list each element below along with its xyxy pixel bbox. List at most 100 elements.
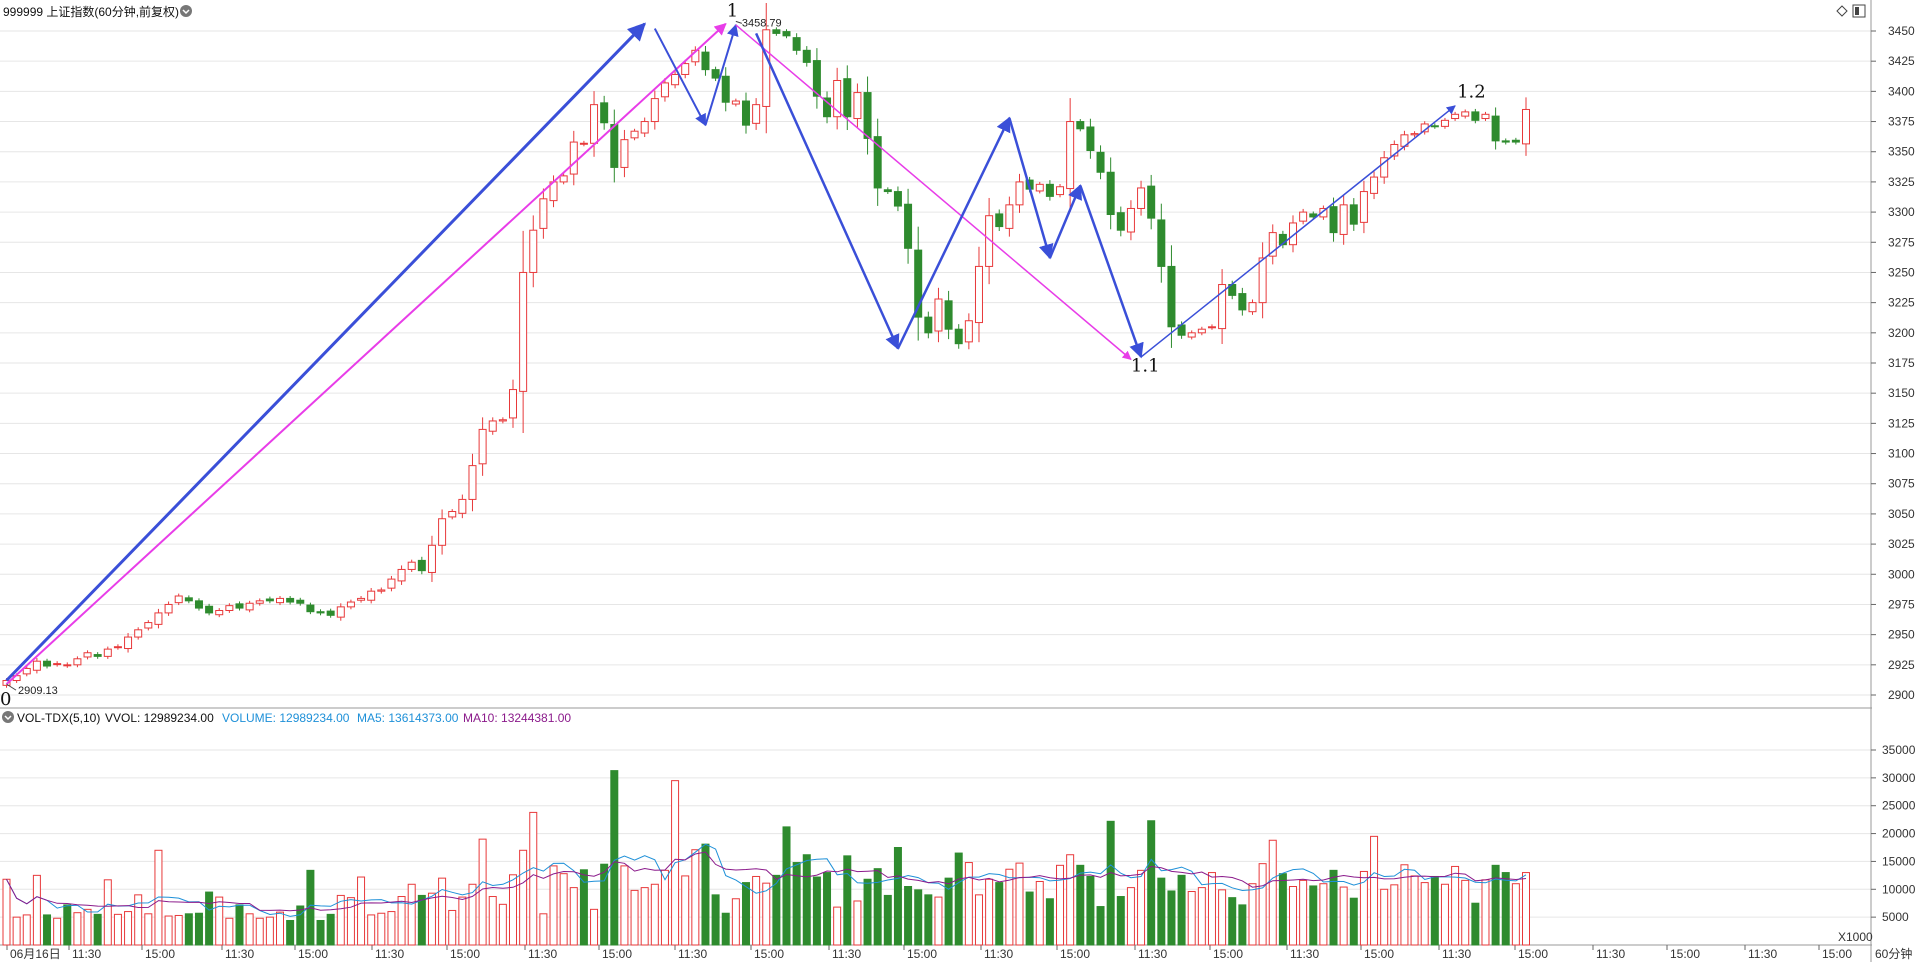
candle (721, 67, 730, 112)
candle-body (63, 664, 72, 667)
candle (286, 596, 295, 605)
wave-arrow (1140, 105, 1456, 358)
price-tick-label: 3225 (1888, 296, 1915, 310)
candle-body (184, 597, 193, 602)
volume-unit-label: X1000 (1838, 930, 1873, 944)
volume-bar (32, 874, 41, 946)
time-tick-label: 15:00 (754, 947, 784, 961)
candle-body (326, 610, 335, 616)
candle-body (1167, 265, 1176, 328)
candle-body (1299, 211, 1308, 222)
chevron-down-icon[interactable] (180, 5, 192, 17)
high-price-pointer (735, 20, 743, 24)
candle-body (43, 660, 52, 667)
volume-bar (1116, 896, 1125, 946)
candle-body (650, 98, 659, 123)
volume-bar (225, 917, 234, 946)
candle (1045, 180, 1054, 201)
volume-bar (1207, 872, 1216, 946)
candle (964, 313, 973, 350)
volume-bar (964, 862, 973, 946)
candle-body (1116, 212, 1125, 231)
volume-value: VOLUME: 12989234.00 (222, 711, 350, 725)
candle-body (1278, 233, 1287, 246)
price-tick-label: 3250 (1888, 265, 1915, 279)
high-price-label: 3458.79 (742, 17, 782, 29)
candle (417, 556, 426, 575)
candle (509, 379, 517, 428)
price-tick-label: 3000 (1888, 567, 1915, 581)
candle-body (306, 604, 315, 613)
volume-bar (215, 896, 224, 946)
candle-body (1349, 204, 1358, 225)
volume-bar (792, 862, 801, 946)
candle-body (174, 595, 183, 604)
volume-bar (1501, 872, 1510, 946)
volume-bar (2, 878, 11, 946)
candle-body (1268, 232, 1277, 257)
candle-body (32, 660, 41, 671)
wave-arrow (704, 23, 739, 126)
candle-body (1410, 133, 1419, 136)
panel-toggle-icon[interactable] (1852, 4, 1866, 18)
volume-bar (802, 854, 811, 946)
volume-bar (934, 896, 943, 946)
volume-bar (336, 894, 345, 946)
candle-body (1035, 183, 1044, 192)
candle-body (1207, 326, 1216, 329)
candle (1126, 200, 1135, 241)
volume-bar (1522, 872, 1530, 946)
price-tick-label: 3300 (1888, 205, 1915, 219)
candle-body (357, 597, 366, 601)
volume-bar (640, 887, 649, 946)
volume-bar (1238, 904, 1247, 946)
time-tick-label: 15:00 (1060, 947, 1090, 961)
volume-bar (174, 914, 183, 946)
wave-arrow (5, 22, 646, 682)
candle (762, 2, 771, 134)
volume-bar (1025, 891, 1034, 946)
candle (1248, 299, 1257, 315)
candle-body (893, 191, 902, 207)
volume-bar (762, 882, 771, 946)
candle-body (458, 498, 467, 514)
volume-bar (863, 878, 872, 946)
chevron-down-icon[interactable] (2, 711, 14, 723)
volume-bar (1167, 890, 1176, 946)
candle (681, 59, 690, 79)
candle (1359, 180, 1368, 234)
diamond-icon[interactable] (1836, 5, 1848, 17)
candle-body (194, 600, 203, 609)
candle (225, 603, 234, 613)
volume-bar (529, 811, 538, 946)
period-label[interactable]: 60分钟 (1875, 946, 1912, 961)
candle (1268, 224, 1277, 265)
candle-body (934, 298, 943, 332)
volume-bar (1380, 888, 1389, 946)
volume-bar (1278, 873, 1287, 946)
candle-body (488, 420, 497, 432)
volume-bar (985, 878, 994, 946)
candle (1106, 157, 1115, 230)
candle-body (164, 603, 173, 614)
price-axis: 2900 2925 2950 2975 3000 3025 3050 3075 3100 3125… (1871, 24, 1915, 702)
candle-body (711, 69, 720, 79)
volume-bar (316, 919, 325, 946)
candle-body (1106, 171, 1115, 216)
candle (478, 417, 487, 476)
volume-bar (873, 868, 882, 946)
candle-body (762, 29, 771, 107)
volume-bar (600, 863, 609, 946)
price-tick-label: 3125 (1888, 416, 1915, 430)
candle (154, 608, 163, 629)
time-tick-label: 15:00 (602, 947, 632, 961)
volume-bar (1329, 869, 1338, 946)
volume-bar (1076, 864, 1085, 946)
candle-body (113, 646, 122, 649)
candle-body (1309, 213, 1318, 218)
wave-arrow (1008, 117, 1054, 260)
time-tick-label: 15:00 (907, 947, 937, 961)
candle (215, 608, 224, 618)
volume-bar (417, 894, 426, 946)
